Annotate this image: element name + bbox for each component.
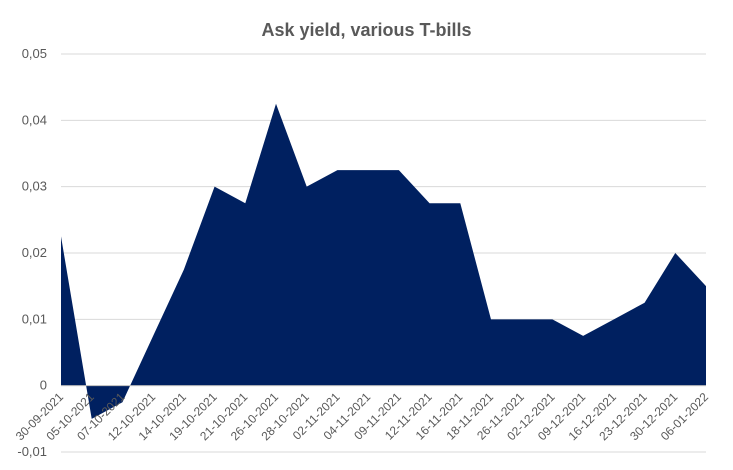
y-tick-label: 0,03 bbox=[22, 179, 47, 194]
y-tick-label: 0,01 bbox=[22, 311, 47, 326]
y-tick-label: -0,01 bbox=[17, 444, 47, 459]
y-tick-label: 0,02 bbox=[22, 245, 47, 260]
y-tick-label: 0 bbox=[40, 378, 47, 393]
area-series bbox=[61, 103, 706, 419]
y-tick-label: 0,04 bbox=[22, 112, 47, 127]
chart-title: Ask yield, various T-bills bbox=[261, 20, 472, 40]
y-tick-label: 0,05 bbox=[22, 46, 47, 61]
